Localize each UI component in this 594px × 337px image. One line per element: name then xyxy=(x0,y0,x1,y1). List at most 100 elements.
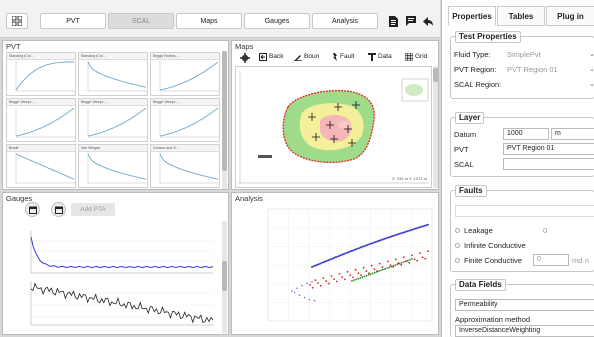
green-series-point xyxy=(396,263,399,266)
grid-icon[interactable] xyxy=(6,13,28,29)
leakage-radio[interactable] xyxy=(455,228,460,233)
red-series-point xyxy=(427,250,429,253)
green-series-point xyxy=(375,271,378,273)
chevron-down-icon[interactable]: ⌄ xyxy=(589,81,594,88)
tab-scal[interactable]: SCAL xyxy=(108,13,174,29)
gauge-import-button[interactable] xyxy=(25,202,40,217)
data-field-select[interactable]: Permeability xyxy=(455,299,594,311)
red-series-point xyxy=(349,274,352,276)
datum-input[interactable]: 1000 xyxy=(503,128,549,140)
grid-button[interactable]: Grid xyxy=(405,50,438,63)
pvt-region-select[interactable]: PVT Region 01 xyxy=(507,65,558,74)
tab-tables[interactable]: Tables xyxy=(497,6,545,26)
red-series-point xyxy=(344,278,346,281)
back-button[interactable]: Back xyxy=(259,50,291,63)
blue-series-point xyxy=(348,251,350,253)
blue-series-point xyxy=(408,229,411,232)
layer-scal-select[interactable] xyxy=(503,158,594,170)
pvt-mini-plot-title: Standing (Col... xyxy=(79,53,147,60)
pvt-mini-plot[interactable]: Begge Vanqui... xyxy=(6,98,76,142)
comment-icon[interactable] xyxy=(404,13,418,29)
boundary-button[interactable]: Boun xyxy=(294,50,328,63)
pvt-mini-plot[interactable]: Begge Vanqui... xyxy=(78,98,148,142)
pencil-icon xyxy=(294,54,302,61)
layer-scal-label: SCAL xyxy=(454,160,474,169)
green-series-point xyxy=(404,260,407,263)
gauges-panel: Gauges Add PTA xyxy=(2,192,229,335)
blue-series-point xyxy=(413,227,416,230)
blue-series-point xyxy=(388,236,391,239)
red-series-point xyxy=(394,258,397,261)
tab-plugin[interactable]: Plug in xyxy=(546,6,594,26)
map-canvas[interactable]: X: 231 m Y: 1271 m xyxy=(235,66,432,188)
red-series-point xyxy=(411,254,413,257)
scal-region-label: SCAL Region: xyxy=(454,80,502,89)
finite-conductive-radio[interactable] xyxy=(455,258,460,263)
tab-gauges[interactable]: Gauges xyxy=(244,13,310,29)
blue-series-point xyxy=(411,228,414,231)
infinite-conductive-radio[interactable] xyxy=(455,243,460,248)
layer-pvt-select[interactable]: PVT Region 01 xyxy=(503,143,594,155)
datum-unit-select[interactable]: m xyxy=(551,128,594,140)
tab-analysis[interactable]: Analysis xyxy=(312,13,378,29)
blue-series-point xyxy=(366,243,369,246)
red-series-point xyxy=(314,279,317,282)
blue-series-point xyxy=(314,264,317,267)
fault-button[interactable]: Fault xyxy=(332,50,366,63)
blue-series-point xyxy=(422,225,424,228)
green-series-point xyxy=(400,261,403,264)
red-series-point xyxy=(368,272,370,275)
top-toolbar: PVT SCAL Maps Gauges Analysis xyxy=(0,0,440,38)
fluid-type-select[interactable]: SimplePvt xyxy=(507,50,541,59)
add-pta-button[interactable]: Add PTA xyxy=(71,203,115,216)
back-arrow-icon[interactable] xyxy=(421,13,435,29)
green-series-point xyxy=(380,269,382,272)
green-series-point xyxy=(351,280,353,282)
document-icon[interactable] xyxy=(386,13,400,29)
approximation-method-select[interactable]: InverseDistanceWeighting xyxy=(455,325,594,337)
pvt-mini-plot[interactable]: Standing (Col... xyxy=(6,52,76,96)
properties-sidebar: Properties Tables Plug in Test Propertie… xyxy=(441,0,594,337)
fault-select[interactable] xyxy=(455,205,594,217)
settings-icon[interactable] xyxy=(236,51,254,65)
chevron-down-icon[interactable]: ⌄ xyxy=(589,66,594,73)
red-series-point xyxy=(400,263,403,266)
blue-series-point xyxy=(410,229,413,231)
pvt-mini-plot[interactable]: Van Wingen xyxy=(78,144,148,188)
pvt-mini-plot[interactable]: Dodson and S... xyxy=(150,144,220,188)
blue-series-point xyxy=(321,261,324,264)
finite-conductive-unit[interactable]: md·n xyxy=(572,256,590,265)
tab-maps[interactable]: Maps xyxy=(176,13,242,29)
green-series-point xyxy=(402,261,405,263)
gauges-scrollbar[interactable] xyxy=(222,221,227,333)
gauge-calendar-button[interactable] xyxy=(51,202,66,217)
blue-series-point xyxy=(427,223,429,226)
pvt-scrollbar[interactable] xyxy=(222,51,227,189)
pvt-mini-plot[interactable]: Beggs Robins... xyxy=(150,52,220,96)
blue-series-point xyxy=(346,251,349,254)
green-series-point xyxy=(353,279,355,282)
pvt-mini-plot[interactable]: Bradil xyxy=(6,144,76,188)
blue-series-point xyxy=(403,231,406,234)
tab-pvt[interactable]: PVT xyxy=(40,13,106,29)
red-series-point xyxy=(322,277,325,279)
red-series-point xyxy=(335,280,338,283)
tab-properties[interactable]: Properties xyxy=(448,6,496,26)
green-series-point xyxy=(390,265,393,268)
loglog-plot[interactable] xyxy=(252,205,436,333)
maps-scrollbar[interactable] xyxy=(433,66,438,188)
pvt-mini-plot[interactable]: Standing (Col... xyxy=(78,52,148,96)
red-series-point xyxy=(403,256,405,259)
data-button[interactable]: Data xyxy=(368,50,402,63)
calendar-icon xyxy=(28,206,37,214)
pvt-mini-plot[interactable]: Begge Vanqui... xyxy=(150,98,220,142)
green-series-point xyxy=(357,277,360,280)
blue-series-point xyxy=(349,250,352,253)
red-series-point xyxy=(325,280,327,282)
chevron-down-icon[interactable]: ⌄ xyxy=(589,51,594,58)
data-fields-title: Data Fields xyxy=(455,279,506,291)
finite-conductive-input[interactable]: 0 xyxy=(533,254,569,266)
data-label: Data xyxy=(378,53,392,60)
map-scale-readout: X: 231 m Y: 1271 m xyxy=(391,176,427,181)
leakage-input[interactable]: 0 xyxy=(543,226,548,235)
